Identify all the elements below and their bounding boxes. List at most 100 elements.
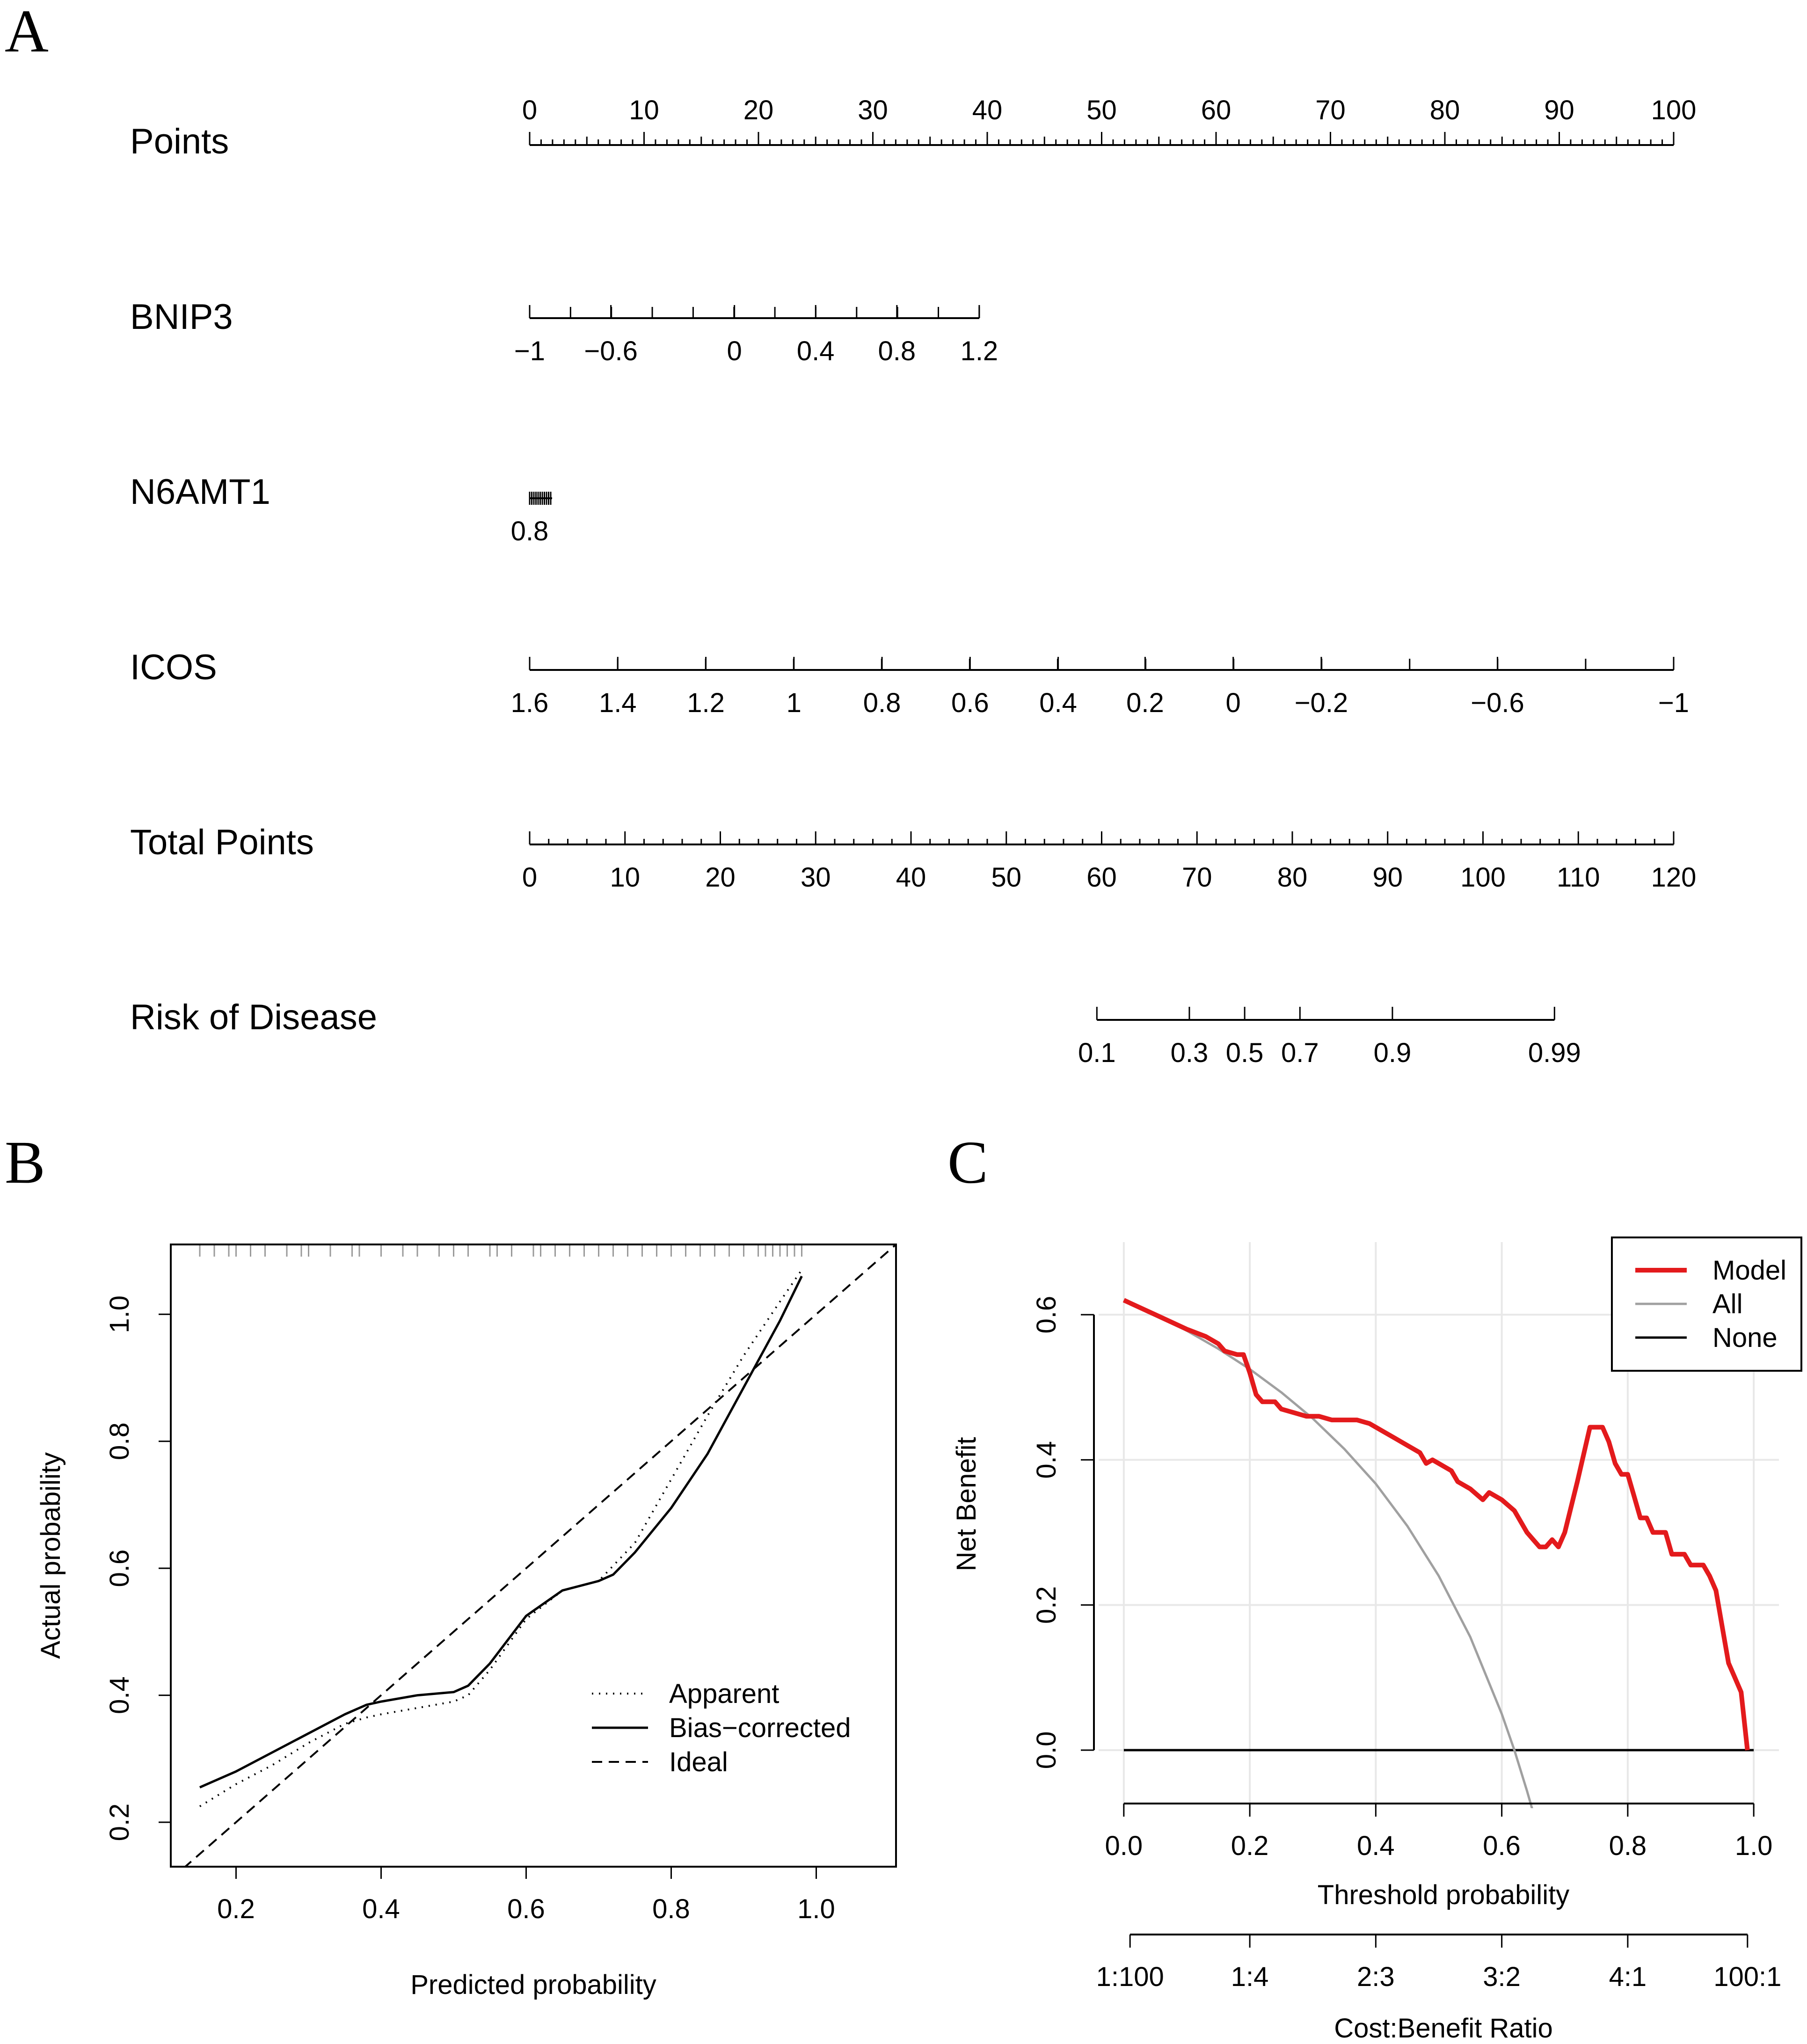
risk-of-disease-tick-label: 0.3	[1171, 1038, 1209, 1068]
points-tick-label: 20	[743, 95, 774, 125]
points-tick-label: 0	[522, 95, 537, 125]
nomogram-row-points: Points 0 10 20 30 40 50 60 70 80 90 100	[130, 95, 1696, 161]
points-tick-label: 30	[858, 95, 888, 125]
nomogram-row-n6amt1: N6AMT1 0.8	[130, 472, 552, 546]
points-axis: 0 10 20 30 40 50 60 70 80 90 100	[522, 95, 1697, 146]
total-points-axis: 0 10 20 30 40 50 60 70 80 90 100 110 120	[522, 831, 1697, 893]
bnip3-tick-label: 1.2	[961, 336, 998, 366]
panel-label-a: A	[5, 0, 49, 65]
points-tick-label: 80	[1430, 95, 1460, 125]
nomogram-row-bnip3: BNIP3 −1 −0.6 0 0.4 0.8 1.2	[130, 297, 998, 366]
dca-secondary-tick-label: 1:4	[1231, 1962, 1269, 1992]
points-tick-label: 70	[1315, 95, 1346, 125]
legend-none: None	[1712, 1323, 1778, 1353]
n6amt1-tick-label: 0.8	[511, 516, 549, 546]
risk-of-disease-tick-label: 0.9	[1374, 1038, 1412, 1068]
total-points-tick-label: 20	[705, 862, 736, 893]
icos-tick-label: 1.2	[687, 688, 725, 718]
dca-y-tick-label: 0.0	[1031, 1731, 1062, 1769]
total-points-tick-label: 100	[1460, 862, 1506, 893]
series-apparent	[199, 1269, 803, 1807]
bnip3-axis: −1 −0.6 0 0.4 0.8 1.2	[514, 305, 998, 366]
bnip3-tick-label: 0.4	[797, 336, 835, 366]
n6amt1-axis: 0.8	[511, 492, 552, 546]
risk-of-disease-tick-label: 0.1	[1078, 1038, 1116, 1068]
series-all	[1123, 1299, 1533, 1808]
risk-of-disease-tick-label: 0.7	[1281, 1038, 1319, 1068]
total-points-tick-label: 30	[801, 862, 831, 893]
calibration-y-tick-label: 1.0	[104, 1295, 135, 1333]
calibration-lines	[183, 1244, 896, 1867]
series-model	[1122, 1298, 1750, 1751]
total-points-tick-label: 80	[1277, 862, 1308, 893]
legend-ideal: Ideal	[669, 1747, 728, 1777]
dca-secondary-tick-label: 1:100	[1096, 1962, 1164, 1992]
total-points-tick-label: 70	[1182, 862, 1212, 893]
calibration-axes: 0.2 0.4 0.6 0.8 1.0 0.2 0.4 0.6 0.8 1.0	[104, 1295, 835, 1924]
panel-label-c: C	[947, 1129, 988, 1196]
points-tick-label: 60	[1201, 95, 1231, 125]
nomogram-panel: Points 0 10 20 30 40 50 60 70 80 90 100 BNIP3 −1 −0…	[130, 95, 1696, 1068]
icos-tick-label: 1.6	[511, 688, 549, 718]
risk-axis: 0.1 0.3 0.5 0.7 0.9 0.99	[1078, 1007, 1581, 1068]
dca-x-tick-label: 0.0	[1105, 1831, 1143, 1861]
legend-model: Model	[1712, 1255, 1786, 1286]
series-ideal	[183, 1244, 896, 1867]
icos-tick-label: 0.4	[1039, 688, 1077, 718]
bnip3-tick-label: 0	[727, 336, 742, 366]
decision-curve-panel: 0.0 0.2 0.4 0.6 0.8 1.0 0.0 0.2 0.4 0.6 1:100 1:4 2:…	[951, 1237, 1802, 2044]
calibration-y-label: Actual probability	[36, 1452, 66, 1659]
dca-y-tick-label: 0.4	[1031, 1441, 1062, 1479]
total-points-tick-label: 50	[991, 862, 1021, 893]
row-label-icos: ICOS	[130, 647, 217, 687]
icos-tick-label: −0.2	[1295, 688, 1348, 718]
points-tick-label: 100	[1651, 95, 1697, 125]
calibration-legend: Apparent Bias−corrected Ideal	[592, 1679, 851, 1777]
icos-tick-label: 1	[787, 688, 801, 718]
dca-secondary-tick-label: 4:1	[1609, 1962, 1647, 1992]
calibration-x-tick-label: 0.8	[652, 1894, 690, 1924]
risk-of-disease-tick-label: 0.5	[1226, 1038, 1264, 1068]
nomogram-row-total-points: Total Points 0 10 20 30 40 50 60 70 80 90 100 110 12…	[130, 822, 1696, 893]
dca-x-tick-label: 0.6	[1483, 1831, 1521, 1861]
calibration-rug	[199, 1245, 802, 1257]
dca-axes: 0.0 0.2 0.4 0.6 0.8 1.0 0.0 0.2 0.4 0.6 1:100 1:4 2:…	[1031, 1296, 1781, 1992]
total-points-tick-label: 0	[522, 862, 537, 893]
icos-tick-label: 0.8	[863, 688, 901, 718]
dca-x-tick-label: 0.8	[1609, 1831, 1647, 1861]
total-points-tick-label: 40	[896, 862, 926, 893]
icos-tick-label: 0.2	[1126, 688, 1164, 718]
total-points-tick-label: 90	[1372, 862, 1403, 893]
nomogram-row-risk: Risk of Disease 0.1 0.3 0.5 0.7 0.9 0.99	[130, 997, 1581, 1068]
calibration-y-tick-label: 0.4	[104, 1676, 135, 1714]
legend-bias-corrected: Bias−corrected	[669, 1713, 851, 1743]
icos-tick-label: 1.4	[599, 688, 637, 718]
calibration-y-tick-label: 0.8	[104, 1422, 135, 1460]
calibration-x-tick-label: 0.4	[362, 1894, 400, 1924]
calibration-x-tick-label: 1.0	[797, 1894, 835, 1924]
icos-tick-label: 0	[1226, 688, 1241, 718]
calibration-panel: 0.2 0.4 0.6 0.8 1.0 0.2 0.4 0.6 0.8 1.0 Predicted…	[36, 1244, 897, 2000]
icos-tick-label: −1	[1658, 688, 1689, 718]
dca-x-label: Threshold probability	[1318, 1880, 1569, 1910]
calibration-x-tick-label: 0.6	[507, 1894, 545, 1924]
row-label-risk-of-disease: Risk of Disease	[130, 997, 377, 1037]
icos-axis: 1.6 1.4 1.2 1 0.8 0.6 0.4 0.2 0 −0.2 −0.6 −1	[511, 657, 1689, 718]
series-bias-corrected	[199, 1275, 803, 1789]
dca-y-label: Net Benefit	[951, 1437, 982, 1571]
total-points-tick-label: 120	[1651, 862, 1697, 893]
dca-x-tick-label: 1.0	[1735, 1831, 1773, 1861]
points-tick-label: 90	[1544, 95, 1574, 125]
bnip3-tick-label: −0.6	[584, 336, 638, 366]
risk-of-disease-tick-label: 0.99	[1528, 1038, 1581, 1068]
legend-all: All	[1712, 1289, 1742, 1319]
dca-legend: Model All None	[1611, 1237, 1802, 1372]
row-label-bnip3: BNIP3	[130, 297, 233, 337]
bnip3-tick-label: −1	[514, 336, 545, 366]
dca-y-tick-label: 0.6	[1031, 1296, 1062, 1334]
panel-label-b: B	[5, 1129, 45, 1196]
dca-x-tick-label: 0.2	[1231, 1831, 1269, 1861]
calibration-plot-frame	[170, 1244, 897, 1868]
row-label-points: Points	[130, 122, 229, 161]
